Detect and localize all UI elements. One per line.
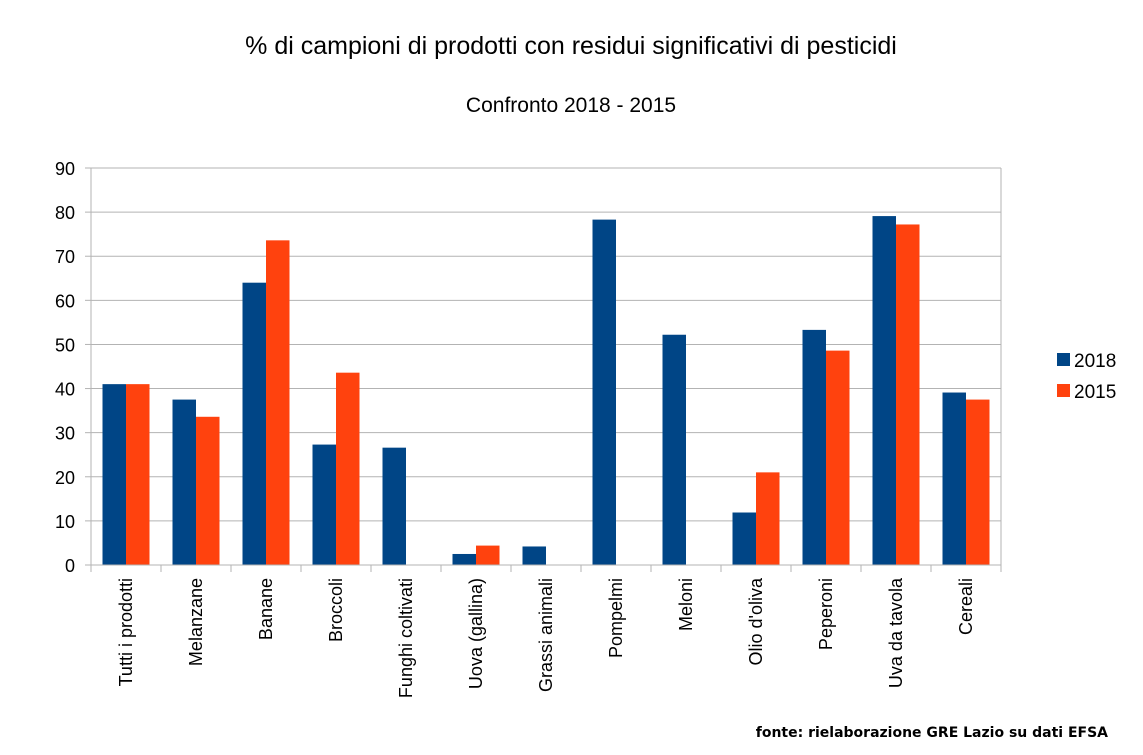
- y-tick-label: 30: [55, 424, 75, 444]
- y-tick-label: 20: [55, 468, 75, 488]
- y-tick-label: 90: [55, 159, 75, 179]
- y-tick-label: 80: [55, 203, 75, 223]
- bar-2018: [522, 546, 546, 565]
- bar-2018: [312, 444, 336, 565]
- x-category-label: Uva da tavola: [886, 577, 906, 688]
- legend: 2018 2015: [1057, 351, 1116, 403]
- axes: [90, 168, 1002, 572]
- y-tick-label: 60: [55, 291, 75, 311]
- bar-2015: [196, 416, 220, 565]
- bar-2018: [872, 216, 896, 565]
- bar-2015: [266, 240, 290, 565]
- bar-2015: [896, 224, 920, 565]
- bar-2018: [592, 219, 616, 566]
- chart-title: % di campioni di prodotti con residui si…: [245, 32, 897, 60]
- bar-2018: [662, 334, 686, 565]
- y-tick-label: 10: [55, 512, 75, 532]
- y-tick-label: 0: [65, 556, 75, 576]
- x-category-label: Pompelmi: [606, 578, 626, 658]
- chart-subtitle: Confronto 2018 - 2015: [466, 94, 676, 117]
- bar-2018: [242, 282, 266, 565]
- x-category-label: Peperoni: [816, 578, 836, 650]
- gridlines: [91, 167, 1001, 522]
- x-category-label: Uova (gallina): [466, 578, 486, 689]
- y-tick-label: 40: [55, 380, 75, 400]
- x-category-label: Grassi animali: [536, 578, 556, 692]
- bar-2015: [126, 384, 150, 565]
- bar-2015: [756, 472, 780, 565]
- y-axis-ticks: 0 10 20 30 40 50 60 70 80 90: [55, 159, 91, 576]
- y-tick-label: 50: [55, 335, 75, 355]
- x-category-label: Olio d'oliva: [746, 577, 766, 665]
- x-category-label: Tutti i prodotti: [116, 578, 136, 686]
- bar-2015: [336, 372, 360, 565]
- x-category-label: Broccoli: [326, 578, 346, 642]
- bar-2018: [802, 329, 826, 565]
- bar-2018: [102, 384, 126, 565]
- x-category-label: Melanzane: [186, 578, 206, 666]
- bars: [102, 216, 990, 566]
- x-category-label: Funghi coltivati: [396, 578, 416, 698]
- bar-2015: [826, 350, 850, 565]
- x-category-label: Meloni: [676, 578, 696, 631]
- bar-2015: [966, 399, 990, 565]
- x-axis-labels: Tutti i prodotti Melanzane Banane Broccoli F…: [116, 577, 976, 698]
- bar-2018: [382, 447, 406, 565]
- legend-swatch-2018: [1057, 353, 1070, 366]
- legend-label-2018: 2018: [1074, 351, 1116, 372]
- y-tick-label: 70: [55, 247, 75, 267]
- legend-label-2015: 2015: [1074, 382, 1116, 403]
- bar-2018: [452, 553, 476, 565]
- bar-2018: [172, 399, 196, 565]
- x-category-label: Cereali: [956, 578, 976, 635]
- legend-swatch-2015: [1057, 384, 1070, 397]
- x-category-label: Banane: [256, 578, 276, 640]
- source-note: fonte: rielaborazione GRE Lazio su dati …: [756, 725, 1108, 741]
- bar-2015: [476, 545, 500, 565]
- bar-2018: [732, 512, 756, 565]
- bar-2018: [942, 392, 966, 565]
